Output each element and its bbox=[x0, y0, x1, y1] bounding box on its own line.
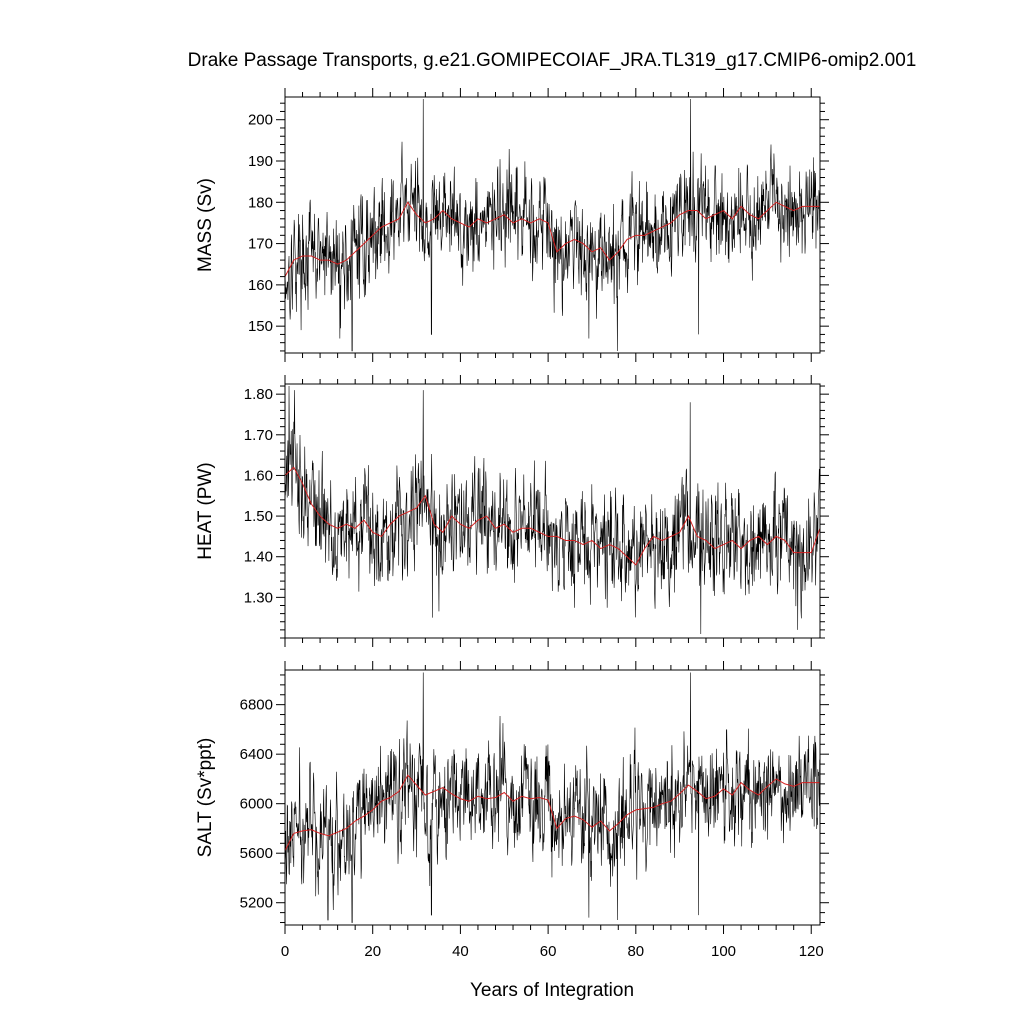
mass-x-ticks bbox=[284, 88, 812, 362]
y-tick-label: 1.40 bbox=[244, 549, 273, 566]
mass-raw-series bbox=[284, 99, 821, 352]
x-tick-label: 120 bbox=[799, 943, 824, 960]
mass-smoothed-series bbox=[284, 201, 820, 277]
salt-x-ticks: 0 20 40 60 80 100 120 bbox=[281, 661, 824, 960]
y-tick-label: 1.70 bbox=[244, 427, 273, 444]
x-axis-label: Years of Integration bbox=[470, 980, 634, 1001]
y-tick-label: 6400 bbox=[240, 746, 273, 763]
heat-raw-series bbox=[284, 386, 821, 634]
heat-y-ticks: 1.30 1.40 1.50 1.60 1.70 1.80 bbox=[244, 385, 829, 639]
y-tick-label: 6000 bbox=[240, 796, 273, 813]
y-tick-label: 190 bbox=[248, 153, 273, 170]
mass-panel-frame bbox=[284, 96, 821, 354]
heat-y-axis-label: HEAT (PW) bbox=[195, 462, 216, 559]
salt-smoothed-series bbox=[284, 774, 820, 851]
y-tick-label: 1.50 bbox=[244, 508, 273, 525]
x-tick-label: 0 bbox=[281, 943, 289, 960]
heat-x-ticks bbox=[284, 375, 812, 647]
y-tick-label: 1.80 bbox=[244, 386, 273, 403]
x-tick-label: 80 bbox=[627, 943, 644, 960]
salt-panel-frame bbox=[284, 669, 821, 926]
y-tick-label: 200 bbox=[248, 112, 273, 129]
y-tick-label: 5600 bbox=[240, 845, 273, 862]
x-tick-label: 20 bbox=[364, 943, 381, 960]
panel-salt: 5200 5600 6000 6400 6800 0 20 40 60 80 100 120 SAL… bbox=[195, 661, 829, 960]
salt-y-axis-label: SALT (Sv*ppt) bbox=[195, 738, 216, 858]
y-tick-label: 160 bbox=[248, 277, 273, 294]
y-tick-label: 6800 bbox=[240, 697, 273, 714]
y-tick-label: 180 bbox=[248, 194, 273, 211]
heat-panel-frame bbox=[284, 383, 821, 639]
x-tick-label: 60 bbox=[540, 943, 557, 960]
panel-heat: 1.30 1.40 1.50 1.60 1.70 1.80 HEAT (PW) bbox=[195, 375, 829, 647]
mass-y-axis-label: MASS (Sv) bbox=[195, 178, 216, 272]
y-tick-label: 170 bbox=[248, 236, 273, 253]
chart-title: Drake Passage Transports, g.e21.GOMIPECO… bbox=[188, 50, 917, 71]
panel-mass: 150 160 170 180 190 200 MASS (Sv) bbox=[195, 88, 829, 362]
salt-y-ticks: 5200 5600 6000 6400 6800 bbox=[240, 674, 829, 924]
mass-y-ticks: 150 160 170 180 190 200 bbox=[248, 102, 829, 352]
y-tick-label: 5200 bbox=[240, 895, 273, 912]
y-tick-label: 150 bbox=[248, 318, 273, 335]
salt-raw-series bbox=[284, 672, 821, 923]
heat-smoothed-series bbox=[284, 466, 821, 566]
y-tick-label: 1.30 bbox=[244, 589, 273, 606]
x-tick-label: 100 bbox=[711, 943, 736, 960]
x-tick-label: 40 bbox=[452, 943, 469, 960]
y-tick-label: 1.60 bbox=[244, 467, 273, 484]
